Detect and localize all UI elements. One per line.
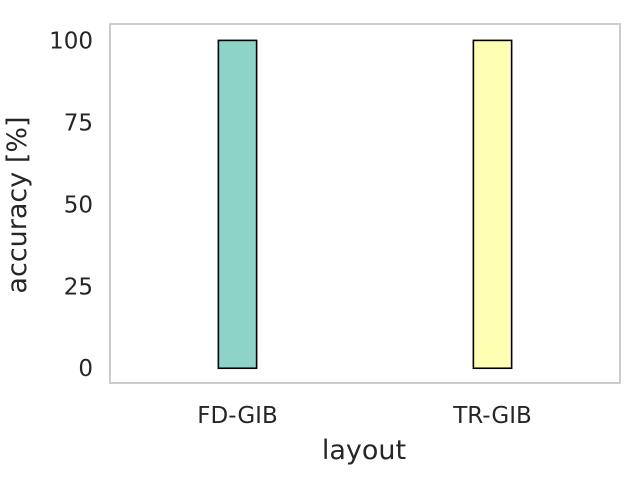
x-axis-ticks: FD-GIB TR-GIB bbox=[197, 403, 532, 429]
bars bbox=[217, 39, 513, 370]
y-axis-ticks: 0 25 50 75 100 bbox=[49, 28, 93, 382]
bar-tr-gib bbox=[472, 39, 513, 370]
x-tick-label: FD-GIB bbox=[197, 403, 277, 429]
x-axis-label: layout bbox=[322, 435, 406, 466]
bar-fd-gib bbox=[217, 39, 258, 370]
y-tick-label: 25 bbox=[64, 274, 93, 300]
plot-frame bbox=[109, 23, 621, 384]
y-tick-label: 75 bbox=[64, 110, 93, 136]
y-tick-label: 100 bbox=[49, 28, 93, 54]
y-axis-label: accuracy [%] bbox=[2, 116, 33, 293]
y-tick-label: 50 bbox=[64, 192, 93, 218]
x-tick-label: TR-GIB bbox=[452, 403, 532, 429]
plot-area bbox=[109, 23, 621, 384]
y-tick-label: 0 bbox=[78, 356, 93, 382]
